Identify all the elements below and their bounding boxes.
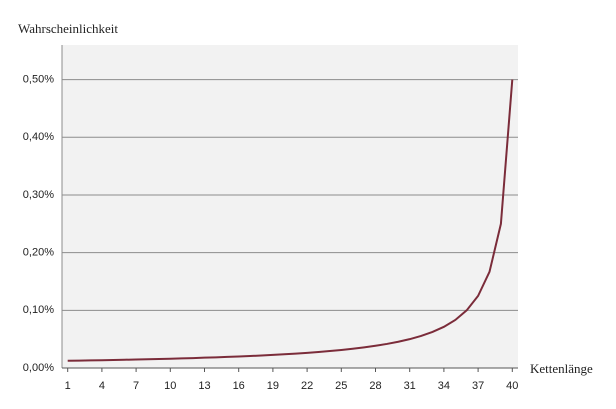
- x-tick-label: 22: [301, 380, 313, 392]
- y-tick-label: 0,20%: [23, 247, 54, 259]
- y-axis-title: Wahrscheinlichkeit: [18, 21, 118, 36]
- plot-area: [62, 45, 518, 368]
- x-tick-label: 40: [506, 380, 518, 392]
- x-tick-label: 13: [198, 380, 210, 392]
- x-tick-label: 31: [404, 380, 416, 392]
- line-series: [67, 79, 514, 362]
- x-tick-label: 37: [472, 380, 484, 392]
- x-tick-label: 34: [438, 380, 450, 392]
- y-tick-label: 0,40%: [23, 131, 54, 143]
- x-tick-label: 25: [335, 380, 347, 392]
- y-tick-label: 0,10%: [23, 304, 54, 316]
- x-tick-label: 10: [164, 380, 176, 392]
- x-tick-label: 28: [369, 380, 381, 392]
- y-tick-label: 0,50%: [23, 74, 54, 86]
- x-tick-label: 19: [267, 380, 279, 392]
- x-tick-label: 4: [99, 380, 105, 392]
- x-tick-label: 16: [233, 380, 245, 392]
- x-axis-title: Kettenlänge: [530, 361, 593, 376]
- x-tick-label: 1: [65, 380, 71, 392]
- x-tick-label: 7: [133, 380, 139, 392]
- y-tick-label: 0,30%: [23, 189, 54, 201]
- y-tick-label: 0,00%: [23, 362, 54, 374]
